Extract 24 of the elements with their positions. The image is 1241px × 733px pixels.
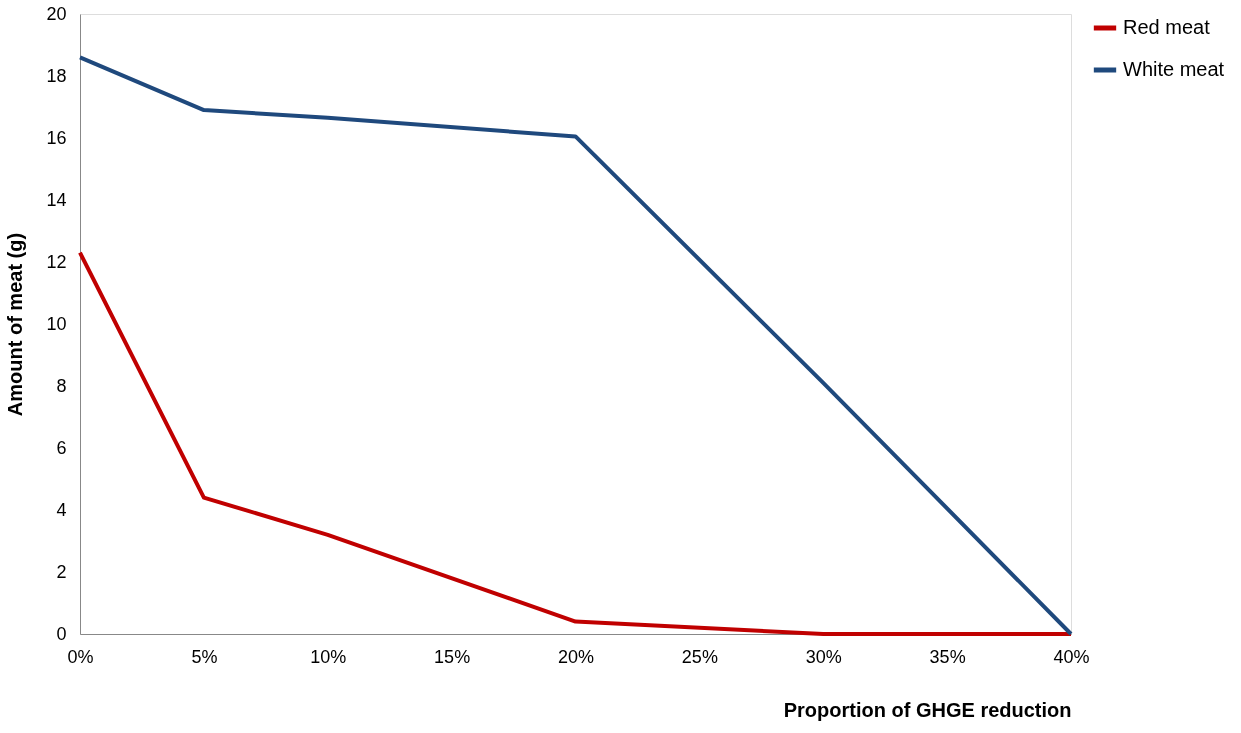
y-tick-label: 2 — [56, 561, 67, 582]
x-tick-label: 0% — [67, 646, 94, 667]
x-tick-label: 10% — [310, 646, 347, 667]
x-tick-label: 35% — [929, 646, 966, 667]
y-axis-title: Amount of meat (g) — [4, 232, 27, 417]
legend-label: White meat — [1123, 58, 1225, 80]
x-axis-title: Proportion of GHGE reduction — [783, 698, 1072, 721]
y-tick-label: 10 — [46, 313, 67, 334]
y-tick-label: 12 — [46, 251, 67, 272]
y-tick-label: 20 — [46, 3, 67, 24]
x-tick-label: 30% — [805, 646, 842, 667]
y-tick-label: 6 — [56, 437, 67, 458]
x-tick-label: 20% — [557, 646, 595, 667]
y-tick-label: 16 — [46, 127, 67, 148]
x-tick-label: 15% — [434, 646, 471, 667]
y-tick-label: 4 — [56, 499, 67, 520]
x-tick-label: 5% — [191, 646, 218, 667]
y-tick-label: 18 — [46, 65, 67, 86]
x-tick-label: 40% — [1053, 646, 1090, 667]
x-tick-label: 25% — [681, 646, 718, 667]
legend-label: Red meat — [1123, 16, 1211, 38]
y-tick-label: 14 — [46, 189, 67, 210]
y-tick-label: 8 — [56, 375, 67, 396]
y-tick-label: 0 — [56, 623, 67, 644]
